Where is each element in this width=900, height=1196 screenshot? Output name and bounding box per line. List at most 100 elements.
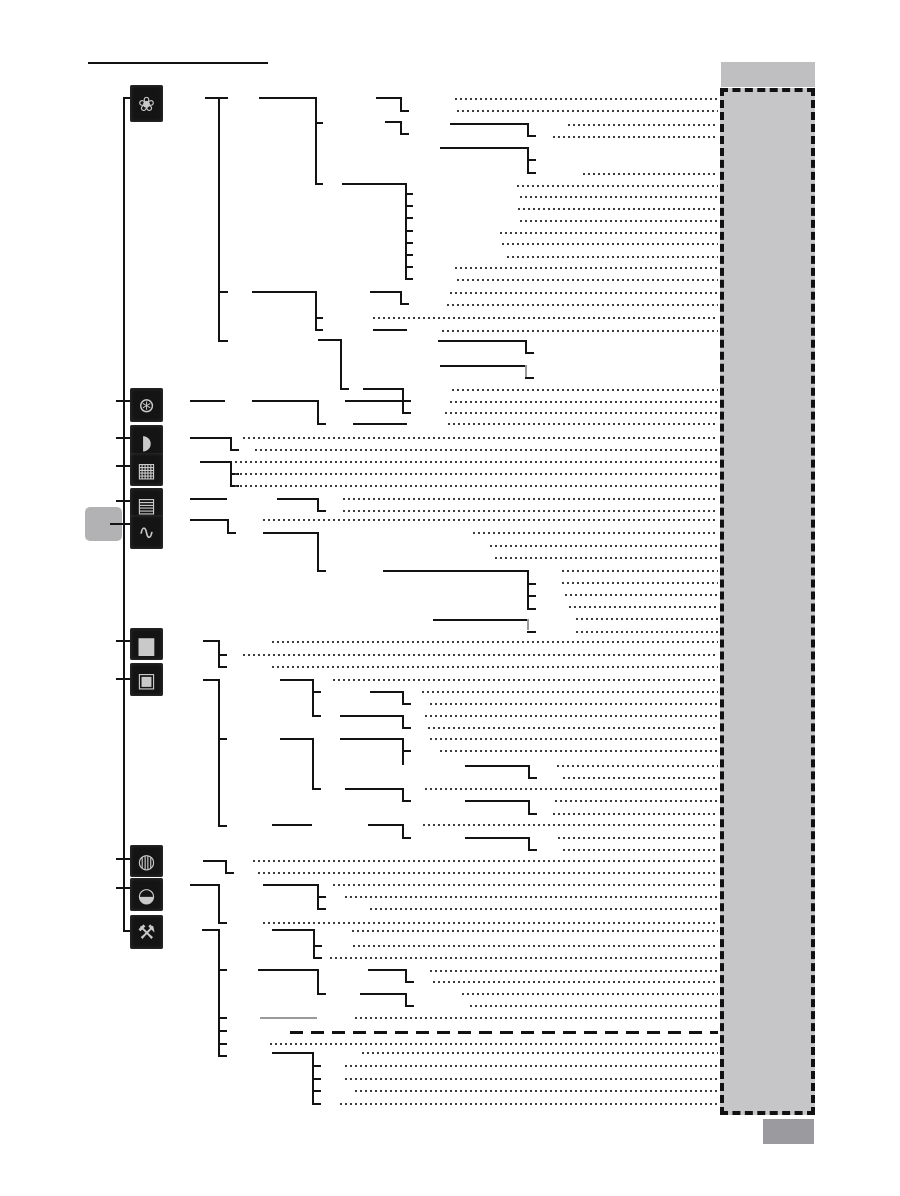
tree-branch-line bbox=[527, 159, 536, 161]
tree-branch-line bbox=[312, 1065, 321, 1067]
tree-spine-line bbox=[528, 837, 530, 849]
tree-branch-line bbox=[203, 640, 218, 642]
tree-branch-line bbox=[252, 291, 315, 293]
page-reference-leader bbox=[340, 1103, 718, 1105]
page-reference-leader bbox=[422, 691, 718, 693]
tree-branch-line bbox=[218, 825, 227, 827]
tree-branch-line bbox=[263, 532, 317, 534]
tree-branch-line bbox=[383, 570, 527, 572]
page-reference-leader bbox=[568, 124, 718, 126]
tree-branch-line bbox=[230, 485, 239, 487]
tree-branch-line bbox=[363, 388, 402, 390]
page-reference-leader bbox=[258, 872, 718, 874]
storage-cube-icon: ▣ bbox=[130, 663, 163, 696]
tree-branch-line bbox=[218, 666, 227, 668]
tree-branch-line bbox=[227, 532, 236, 534]
tree-branch-line bbox=[218, 738, 227, 740]
tree-spine-line bbox=[528, 800, 530, 813]
tree-branch-line bbox=[312, 1103, 321, 1105]
page-reference-leader bbox=[558, 837, 718, 839]
tree-branch-line bbox=[317, 896, 326, 898]
tree-branch-line bbox=[123, 930, 131, 932]
tree-branch-line bbox=[312, 1078, 321, 1080]
page-reference-leader bbox=[507, 256, 718, 258]
page-reference-leader bbox=[270, 1043, 718, 1045]
page-reference-leader bbox=[433, 981, 718, 983]
tree-spine-line bbox=[218, 679, 220, 825]
page-reference-leader bbox=[235, 461, 718, 463]
tree-branch-line bbox=[370, 691, 402, 693]
tree-branch-line bbox=[218, 654, 227, 656]
tree-branch-line bbox=[405, 242, 413, 244]
tree-branch-line bbox=[205, 97, 228, 99]
tree-spine-line bbox=[400, 291, 402, 303]
page-reference-leader bbox=[345, 1065, 718, 1067]
tree-branch-line bbox=[230, 473, 239, 475]
tree-spine-line bbox=[400, 97, 402, 110]
tree-branch-line bbox=[218, 291, 228, 293]
tree-branch-line bbox=[225, 872, 234, 874]
tree-branch-line bbox=[190, 400, 225, 402]
tree-branch-line bbox=[190, 498, 227, 500]
tree-spine-line bbox=[405, 993, 407, 1005]
page-reference-leader bbox=[553, 136, 718, 138]
tree-branch-line bbox=[405, 193, 413, 195]
tree-spine-line bbox=[402, 388, 404, 412]
lamp-icon: ◍ bbox=[130, 845, 163, 877]
tree-branch-line bbox=[438, 340, 525, 342]
page-reference-leader bbox=[455, 267, 718, 269]
tree-branch-line bbox=[218, 340, 228, 342]
page-reference-leader bbox=[353, 945, 718, 947]
tree-branch-line bbox=[317, 570, 326, 572]
tree-spine-line bbox=[313, 929, 315, 957]
tree-branch-line bbox=[405, 278, 413, 280]
tree-branch-line bbox=[368, 969, 405, 971]
histogram-icon: ▆ bbox=[130, 628, 163, 660]
shell-mode-icon: ◗ bbox=[130, 425, 163, 458]
tree-branch-line bbox=[440, 147, 527, 149]
tree-branch-line bbox=[402, 412, 411, 414]
tree-branch-line bbox=[527, 172, 536, 174]
tree-branch-line bbox=[402, 837, 411, 839]
section-index-tab-top-right bbox=[721, 62, 815, 87]
page-reference-leader bbox=[343, 498, 718, 500]
page-reference-leader bbox=[576, 618, 718, 620]
page-reference-leader bbox=[576, 631, 718, 633]
tree-branch-line bbox=[110, 523, 131, 525]
page-reference-leader bbox=[235, 485, 718, 487]
page-number-box bbox=[763, 1119, 814, 1144]
tree-branch-line bbox=[527, 595, 536, 597]
page-reference-leader bbox=[518, 208, 718, 210]
tree-spine-line bbox=[312, 738, 314, 788]
tree-spine-line bbox=[402, 824, 404, 837]
tree-spine-line bbox=[402, 691, 404, 703]
tree-branch-line bbox=[465, 837, 528, 839]
page-reference-leader bbox=[330, 957, 718, 959]
tree-branch-line bbox=[317, 993, 326, 995]
tree-branch-line bbox=[315, 329, 323, 331]
tree-branch-line bbox=[317, 510, 326, 512]
tree-spine-line bbox=[405, 183, 407, 278]
page-reference-leader bbox=[263, 922, 718, 924]
tree-branch-line bbox=[218, 1043, 227, 1045]
tree-branch-line bbox=[385, 121, 400, 123]
tree-branch-line bbox=[317, 423, 326, 425]
tree-branch-line bbox=[277, 498, 317, 500]
page-reference-leader bbox=[373, 317, 718, 319]
page-reference-leader bbox=[490, 545, 718, 547]
page-reference-leader bbox=[500, 232, 718, 234]
tree-spine-line bbox=[317, 532, 319, 570]
tree-branch-line bbox=[315, 122, 323, 124]
tree-branch-line bbox=[313, 957, 322, 959]
tree-branch-line bbox=[280, 738, 312, 740]
tree-branch-line bbox=[340, 388, 349, 390]
page-reference-leader bbox=[462, 993, 718, 995]
tree-branch-line bbox=[528, 849, 537, 851]
tree-branch-line bbox=[353, 423, 407, 425]
page-reference-leader bbox=[450, 292, 718, 294]
page-reference-leader bbox=[495, 557, 718, 559]
tone-curve-icon: ∿ bbox=[130, 515, 163, 549]
page-reference-leader bbox=[362, 1052, 718, 1054]
tree-branch-line-gray bbox=[260, 1017, 317, 1019]
